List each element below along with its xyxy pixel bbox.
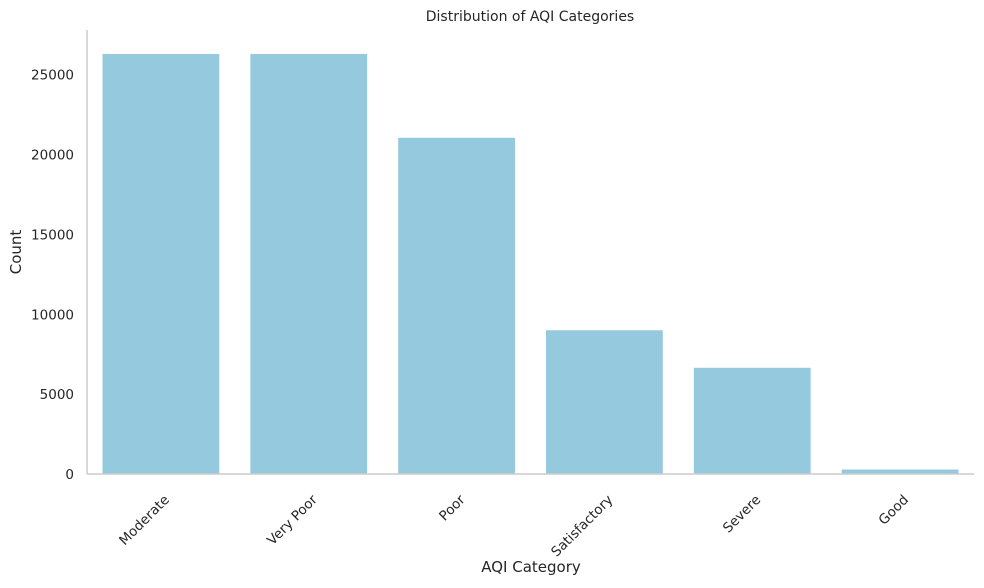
- y-tick-label: 0: [65, 467, 74, 483]
- bar-very-poor: [250, 53, 368, 475]
- y-tick-label: 10000: [31, 307, 74, 323]
- bars-group: [102, 53, 959, 475]
- x-tick-label: Poor: [436, 492, 469, 525]
- x-ticks-group: Moderate Very Poor Poor Satisfactory Severe G…: [116, 492, 912, 561]
- chart-title: Distribution of AQI Categories: [426, 9, 634, 25]
- x-tick-label: Good: [876, 492, 912, 528]
- y-ticks-group: 0 5000 10000 15000 20000 25000: [31, 68, 74, 483]
- y-tick-label: 20000: [31, 148, 74, 164]
- x-tick-label: Severe: [720, 492, 764, 536]
- bar-poor: [398, 137, 515, 474]
- bar-satisfactory: [546, 330, 663, 474]
- bar-good: [841, 469, 959, 474]
- x-tick-label: Moderate: [116, 492, 173, 549]
- y-tick-label: 5000: [40, 387, 74, 403]
- y-tick-label: 15000: [31, 227, 74, 243]
- bar-severe: [693, 367, 811, 474]
- y-axis-label: Count: [7, 230, 25, 275]
- axes-group: [86, 30, 974, 475]
- y-tick-label: 25000: [31, 68, 74, 84]
- bar-moderate: [102, 53, 220, 475]
- x-tick-label: Satisfactory: [548, 492, 616, 560]
- x-tick-label: Very Poor: [264, 492, 321, 549]
- x-axis-label: AQI Category: [481, 558, 581, 576]
